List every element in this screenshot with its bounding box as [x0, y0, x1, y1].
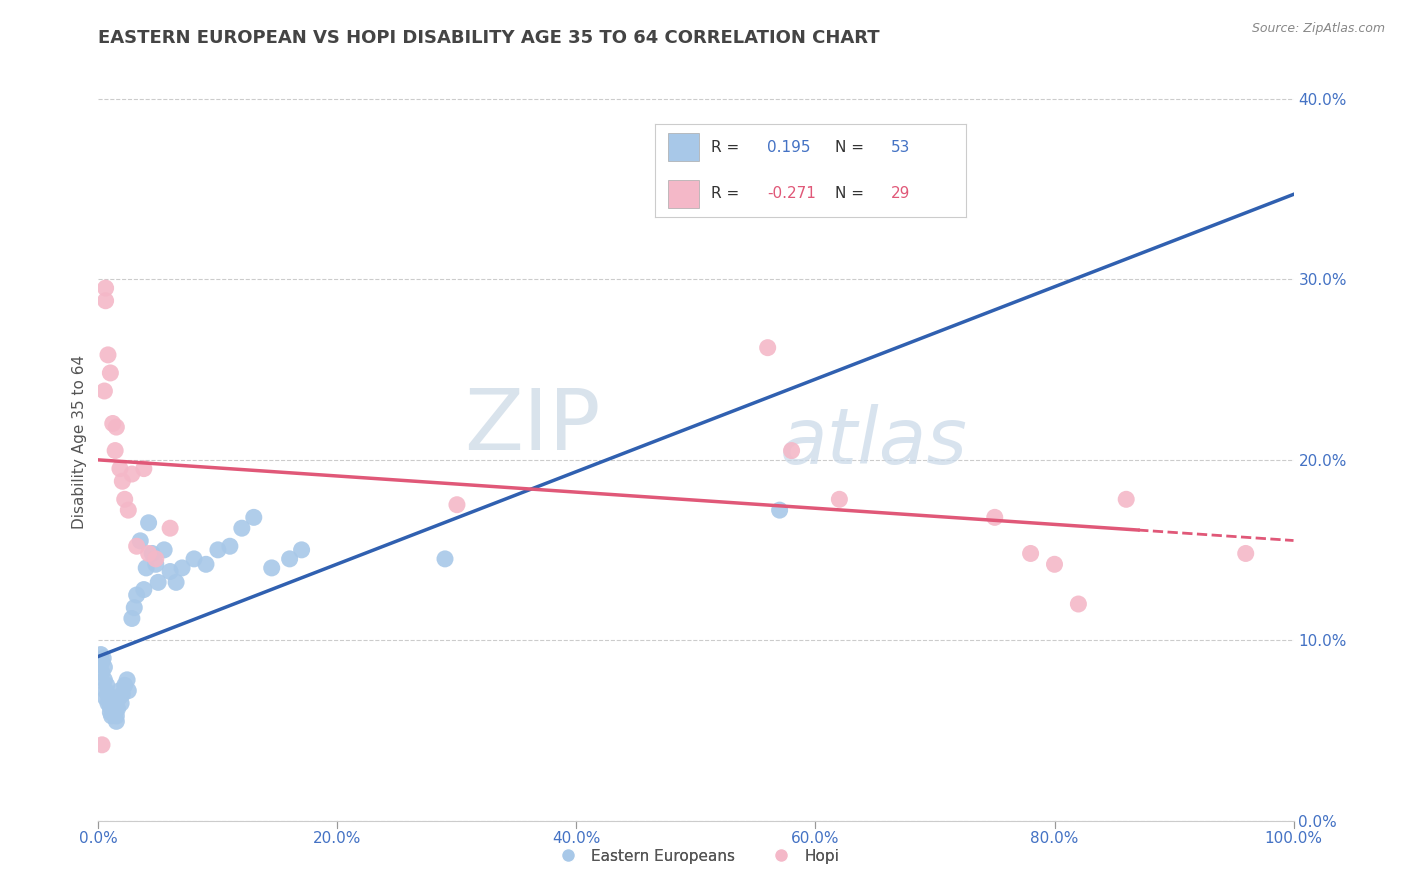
Text: 29: 29 [891, 186, 911, 202]
Text: atlas: atlas [779, 403, 967, 480]
Point [93, 660, 115, 674]
Point [94, 281, 117, 295]
Text: R =: R = [711, 186, 744, 202]
Point [103, 696, 125, 710]
Point [91, 655, 114, 669]
Point [172, 561, 194, 575]
Point [141, 546, 163, 560]
Point [1019, 546, 1042, 560]
Point [145, 552, 167, 566]
Point [1234, 546, 1257, 560]
Text: N =: N = [835, 140, 869, 155]
Point [114, 678, 136, 692]
Point [98, 699, 122, 714]
Point [768, 503, 790, 517]
Point [104, 706, 127, 720]
Point [1043, 558, 1066, 572]
Point [195, 558, 218, 572]
Point [98, 706, 122, 720]
Point [132, 582, 155, 597]
Point [135, 561, 157, 575]
Point [124, 600, 146, 615]
Point [97, 696, 120, 710]
Text: ZIP: ZIP [464, 384, 600, 468]
Point [105, 420, 128, 434]
Point [91, 738, 114, 752]
Point [105, 709, 128, 723]
Point [828, 492, 851, 507]
Point [101, 702, 124, 716]
Point [101, 417, 124, 431]
Point [291, 542, 314, 557]
Point [115, 673, 138, 687]
Point [107, 702, 129, 716]
Point [165, 575, 187, 590]
Point [138, 546, 160, 560]
Point [111, 687, 134, 701]
Point [114, 492, 136, 507]
Bar [668, 134, 699, 161]
Point [98, 366, 122, 380]
Point [138, 516, 160, 530]
Point [111, 475, 134, 489]
Point [446, 498, 468, 512]
Point [148, 575, 170, 590]
Point [278, 552, 301, 566]
Text: R =: R = [711, 140, 744, 155]
Point [159, 521, 181, 535]
Point [93, 673, 115, 687]
Point [984, 510, 1007, 524]
Point [100, 709, 122, 723]
Point [260, 561, 283, 575]
Point [434, 552, 457, 566]
Point [108, 683, 131, 698]
Point [243, 510, 266, 524]
Point [97, 348, 120, 362]
Point [96, 678, 118, 692]
Point [91, 651, 114, 665]
Point [108, 461, 131, 475]
Point [117, 683, 139, 698]
Point [105, 714, 128, 729]
Point [129, 533, 152, 548]
Point [94, 683, 117, 698]
Point [125, 588, 148, 602]
Text: Source: ZipAtlas.com: Source: ZipAtlas.com [1251, 22, 1385, 36]
Point [756, 341, 779, 355]
Point [121, 611, 143, 625]
Point [145, 558, 167, 572]
Y-axis label: Disability Age 35 to 64: Disability Age 35 to 64 [72, 354, 87, 529]
Point [94, 690, 117, 705]
Legend: Eastern Europeans, Hopi: Eastern Europeans, Hopi [547, 843, 845, 870]
Bar [668, 180, 699, 208]
Point [117, 503, 139, 517]
Point [153, 542, 176, 557]
Text: N =: N = [835, 186, 869, 202]
Text: 53: 53 [891, 140, 911, 155]
Point [91, 665, 114, 680]
Point [1115, 492, 1137, 507]
Point [93, 384, 115, 398]
Point [231, 521, 253, 535]
Text: -0.271: -0.271 [768, 186, 815, 202]
Point [107, 690, 129, 705]
Point [97, 687, 120, 701]
Point [132, 461, 155, 475]
Point [159, 565, 181, 579]
Point [110, 696, 132, 710]
Point [121, 467, 143, 481]
Point [125, 539, 148, 553]
Point [780, 443, 803, 458]
Point [104, 443, 127, 458]
Point [207, 542, 229, 557]
Point [90, 648, 112, 662]
Point [98, 690, 121, 705]
Text: EASTERN EUROPEAN VS HOPI DISABILITY AGE 35 TO 64 CORRELATION CHART: EASTERN EUROPEAN VS HOPI DISABILITY AGE … [98, 29, 880, 47]
Point [1067, 597, 1090, 611]
Point [183, 552, 205, 566]
Text: 0.195: 0.195 [768, 140, 810, 155]
Point [94, 293, 117, 308]
Point [219, 539, 242, 553]
